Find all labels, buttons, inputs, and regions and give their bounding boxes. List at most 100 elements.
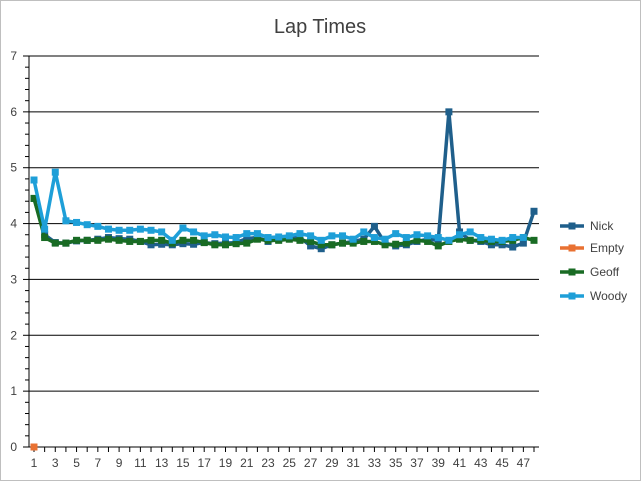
data-point: [530, 207, 538, 215]
data-point: [30, 443, 38, 451]
x-tick-label: 47: [517, 456, 531, 470]
y-tick-label: 6: [10, 105, 17, 119]
data-point: [41, 234, 49, 242]
x-tick-label: 7: [94, 456, 101, 470]
data-point: [73, 236, 81, 244]
data-point: [30, 176, 38, 184]
data-point: [136, 225, 144, 233]
data-point: [94, 222, 102, 230]
data-point: [158, 228, 166, 236]
legend-swatch-marker: [568, 222, 576, 230]
x-tick-label: 13: [155, 456, 169, 470]
gridlines: [29, 55, 539, 392]
series-empty: [30, 443, 38, 451]
data-point: [221, 233, 229, 241]
data-point: [519, 234, 527, 242]
data-point: [360, 228, 368, 236]
data-point: [62, 239, 70, 247]
data-point: [275, 233, 283, 241]
x-tick-label: 27: [304, 456, 318, 470]
data-point: [147, 241, 155, 249]
data-point: [158, 240, 166, 248]
data-point: [498, 236, 506, 244]
data-point: [487, 235, 495, 243]
data-point: [317, 241, 325, 249]
data-point: [370, 234, 378, 242]
data-point: [179, 224, 187, 232]
data-point: [402, 239, 410, 247]
legend-swatch-marker: [568, 292, 576, 300]
data-point: [317, 236, 325, 244]
data-point: [370, 222, 378, 230]
data-point: [104, 235, 112, 243]
data-point: [136, 237, 144, 245]
data-point: [243, 239, 251, 247]
x-tick-label: 9: [116, 456, 123, 470]
x-tick-label: 45: [495, 456, 509, 470]
data-point: [477, 234, 485, 242]
data-point: [307, 242, 315, 250]
data-point: [339, 239, 347, 247]
x-tick-label: 23: [261, 456, 275, 470]
x-tick-label: 41: [453, 456, 467, 470]
data-point: [445, 236, 453, 244]
x-tick-label: 25: [283, 456, 297, 470]
x-tick-label: 17: [198, 456, 212, 470]
data-point: [456, 235, 464, 243]
data-point: [190, 240, 198, 248]
y-tick-label: 1: [10, 384, 17, 398]
legend-item: Woody: [560, 289, 627, 303]
y-tick-label: 4: [10, 217, 17, 231]
data-point: [232, 240, 240, 248]
data-point: [115, 236, 123, 244]
data-point: [392, 230, 400, 238]
data-point: [190, 236, 198, 244]
x-tick-label: 5: [73, 456, 80, 470]
data-point: [307, 232, 315, 240]
data-point: [104, 225, 112, 233]
data-point: [413, 236, 421, 244]
legend-label: Woody: [590, 289, 627, 303]
data-point: [285, 232, 293, 240]
data-point: [509, 234, 517, 242]
x-tick-label: 37: [410, 456, 424, 470]
data-point: [466, 236, 474, 244]
chart-title: Lap Times: [274, 16, 366, 38]
data-point: [360, 237, 368, 245]
data-point: [317, 245, 325, 253]
data-point: [466, 228, 474, 236]
data-point: [221, 241, 229, 249]
x-tick-label: 19: [219, 456, 233, 470]
x-tick-label: 3: [52, 456, 59, 470]
data-point: [211, 241, 219, 249]
x-tick-label: 31: [346, 456, 360, 470]
data-point: [126, 237, 134, 245]
data-point: [509, 243, 517, 251]
data-point: [200, 232, 208, 240]
series-lines: [30, 108, 538, 451]
legend: Nick Empty Geoff Woody: [560, 219, 627, 303]
x-tick-label: 15: [176, 456, 190, 470]
legend-swatch-marker: [568, 268, 576, 276]
data-point: [200, 239, 208, 247]
data-point: [519, 239, 527, 247]
data-point: [158, 236, 166, 244]
data-point: [370, 237, 378, 245]
data-point: [349, 239, 357, 247]
data-point: [328, 232, 336, 240]
x-tick-label: 35: [389, 456, 403, 470]
x-tick-label: 11: [134, 456, 147, 470]
data-point: [83, 236, 91, 244]
data-point: [51, 239, 59, 247]
data-point: [30, 194, 38, 202]
x-tick-label: 1: [31, 456, 38, 470]
data-point: [94, 236, 102, 244]
data-point: [243, 230, 251, 238]
data-point: [381, 241, 389, 249]
y-tick-label: 7: [10, 49, 17, 63]
x-tick-label: 43: [474, 456, 488, 470]
data-point: [339, 232, 347, 240]
data-point: [126, 226, 134, 234]
data-point: [402, 234, 410, 242]
